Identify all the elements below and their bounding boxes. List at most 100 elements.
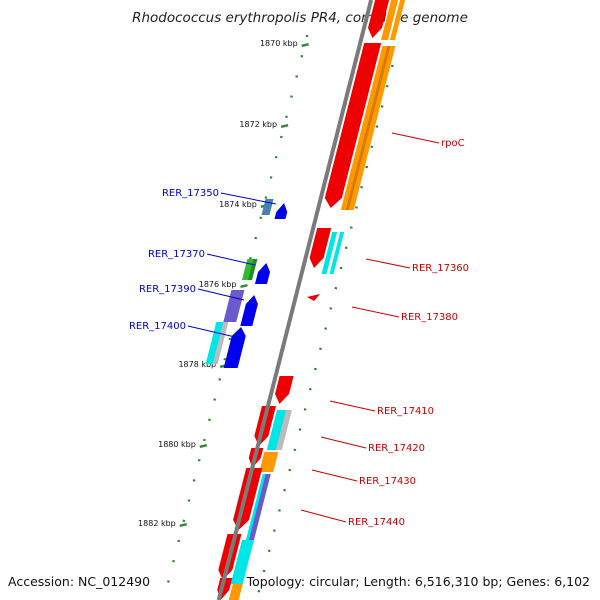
scale-minor-tick bbox=[177, 539, 181, 543]
gene-label-forward[interactable]: RER_17370 bbox=[148, 249, 205, 260]
scale-minor-tick bbox=[264, 196, 268, 199]
scale-minor-tick bbox=[290, 95, 293, 98]
scale-minor-tick bbox=[187, 499, 191, 502]
gene-17360-stripe bbox=[326, 232, 341, 274]
scale-minor-tick bbox=[228, 337, 232, 341]
inner-track-tick bbox=[283, 488, 287, 492]
scale-minor-tick bbox=[305, 34, 309, 38]
gene-17410-red bbox=[275, 376, 294, 404]
scale-label: 1878 kbp bbox=[178, 360, 216, 369]
gene-17350-blue bbox=[274, 203, 288, 219]
scale-minor-tick bbox=[274, 155, 278, 159]
inner-track-tick bbox=[349, 226, 353, 229]
gene-17430-orange bbox=[259, 452, 279, 472]
scale-major-tick bbox=[280, 123, 289, 129]
inner-track-tick bbox=[339, 266, 343, 270]
inner-track-tick bbox=[303, 408, 307, 411]
inner-track-tick bbox=[365, 165, 369, 169]
label-leader-line bbox=[351, 306, 400, 318]
gene-label-forward[interactable]: RER_17390 bbox=[139, 284, 196, 295]
gene-17400-blue bbox=[223, 327, 246, 368]
scale-minor-tick bbox=[300, 54, 304, 58]
gene-17400-cyan bbox=[205, 322, 225, 364]
feature-track bbox=[205, 0, 406, 600]
scale-label: 1876 kbp bbox=[199, 280, 237, 289]
scale-label: 1872 kbp bbox=[239, 120, 277, 129]
inner-track-tick bbox=[288, 468, 292, 472]
genome-summary-text: Topology: circular; Length: 6,516,310 bp… bbox=[246, 574, 590, 589]
gene-rpoC-orange-shade bbox=[345, 46, 391, 210]
inner-track-tick bbox=[375, 125, 379, 128]
inner-track-tick bbox=[278, 509, 281, 512]
scale-minor-tick bbox=[269, 176, 273, 179]
label-leader-line bbox=[187, 325, 236, 338]
gene-label-forward[interactable]: RER_17350 bbox=[162, 188, 219, 199]
label-leader-line bbox=[365, 258, 411, 269]
gene-17370-blue bbox=[254, 263, 271, 284]
label-leader-line bbox=[311, 469, 358, 482]
gene-label-reverse[interactable]: RER_17430 bbox=[359, 476, 416, 487]
inner-track-tick bbox=[324, 327, 328, 330]
gene-17390-blue bbox=[240, 295, 258, 326]
gene-label-forward[interactable]: RER_17400 bbox=[129, 321, 186, 332]
inner-track-tick bbox=[267, 549, 271, 553]
gene-orange-stripe bbox=[387, 0, 401, 40]
inner-track-tick bbox=[293, 448, 297, 452]
gene-label-reverse[interactable]: RER_17360 bbox=[412, 263, 469, 274]
inner-track-tick bbox=[257, 589, 261, 593]
gene-label-reverse[interactable]: RER_17410 bbox=[377, 406, 434, 417]
gene-17440-purple bbox=[247, 474, 271, 546]
inner-track-tick bbox=[390, 64, 394, 68]
inner-track-tick bbox=[313, 367, 317, 371]
label-layer: RER_17350 RER_17370 RER_17390 RER_17400 rpoC… bbox=[129, 132, 469, 528]
scale-minor-tick bbox=[295, 75, 299, 78]
label-leader-line bbox=[300, 509, 347, 523]
gene-orange-top bbox=[380, 0, 406, 40]
inner-track-tick bbox=[370, 145, 374, 149]
scale-minor-tick bbox=[279, 135, 283, 139]
scale-major-tick bbox=[179, 522, 188, 528]
gene-17420-gray bbox=[275, 410, 292, 450]
gene-label-reverse[interactable]: RER_17420 bbox=[368, 443, 425, 454]
scale-label: 1882 kbp bbox=[138, 519, 176, 528]
label-leader-line bbox=[329, 400, 376, 412]
inner-track-tick bbox=[380, 105, 384, 108]
scale-label: 1874 kbp bbox=[219, 200, 257, 209]
gene-17400-gray bbox=[212, 322, 229, 364]
inner-track-tick bbox=[344, 246, 348, 250]
label-leader-line bbox=[391, 132, 440, 144]
inner-track-tick bbox=[298, 428, 302, 431]
inner-track-tick bbox=[334, 286, 338, 290]
scale-minor-tick bbox=[208, 418, 211, 422]
genome-backbone bbox=[216, 0, 374, 600]
label-leader-line bbox=[197, 288, 245, 301]
inner-track-tick bbox=[319, 347, 322, 351]
gene-rpoC-red bbox=[324, 43, 382, 208]
scale-minor-tick bbox=[167, 580, 170, 583]
scale-major-tick bbox=[240, 283, 248, 289]
gene-label-reverse[interactable]: RER_17440 bbox=[348, 517, 405, 528]
scale-minor-tick bbox=[197, 458, 201, 462]
label-leader-line bbox=[206, 253, 256, 266]
gene-label-reverse[interactable]: rpoC bbox=[441, 138, 465, 149]
scale-minor-tick bbox=[259, 216, 263, 220]
scale-minor-tick bbox=[213, 398, 217, 401]
scale-major-tick bbox=[199, 443, 208, 449]
scale-major-tick bbox=[301, 42, 309, 48]
inner-track-tick bbox=[360, 185, 363, 189]
inner-track-tick bbox=[329, 307, 333, 310]
scale-minor-tick bbox=[218, 378, 222, 381]
gene-17360-red bbox=[309, 228, 332, 268]
gene-bottom-orange bbox=[228, 584, 243, 600]
inner-track-tick bbox=[308, 387, 312, 391]
scale-minor-tick bbox=[223, 357, 227, 361]
inner-track-tick bbox=[355, 206, 358, 209]
gene-17380-small bbox=[307, 294, 320, 301]
label-leader-line bbox=[220, 192, 277, 205]
gene-label-reverse[interactable]: RER_17380 bbox=[401, 312, 458, 323]
scale-minor-tick bbox=[192, 479, 196, 482]
inner-track-tick bbox=[272, 529, 276, 532]
gene-17390-purple bbox=[223, 290, 245, 322]
